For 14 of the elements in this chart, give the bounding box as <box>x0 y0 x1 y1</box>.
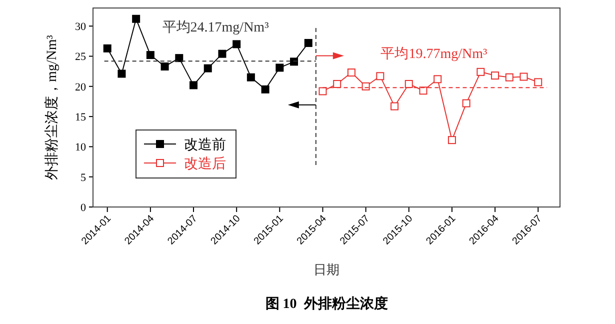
y-tick-label: 10 <box>75 142 86 154</box>
legend-label: 改造前 <box>184 136 226 152</box>
y-tick-label: 30 <box>75 21 86 34</box>
y-tick-label: 0 <box>80 202 86 214</box>
y-tick-label: 20 <box>75 81 86 94</box>
text: 图 10 外排粉尘浓度 <box>265 295 388 312</box>
x-axis-title: 日期 <box>314 262 340 277</box>
legend-label: 改造后 <box>184 155 226 171</box>
annotation: 平均19.77mg/Nm³ <box>380 46 488 62</box>
y-tick-label: 5 <box>80 172 86 184</box>
y-tick-label: 15 <box>75 112 86 124</box>
y-axis-title: 外排粉尘浓度，mg/Nm³ <box>44 35 60 180</box>
annotation: 平均24.17mg/Nm³ <box>162 19 269 36</box>
y-tick-label: 25 <box>75 51 86 64</box>
